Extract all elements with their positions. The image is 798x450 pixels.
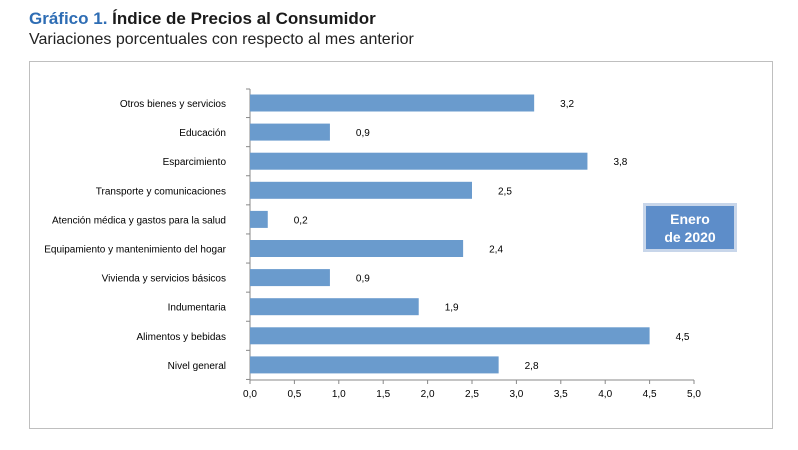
bar xyxy=(250,356,499,374)
value-label: 3,8 xyxy=(613,157,627,168)
x-tick-label: 1,5 xyxy=(376,389,390,400)
category-label: Alimentos y bebidas xyxy=(137,332,227,343)
category-label: Otros bienes y servicios xyxy=(120,99,226,110)
period-badge-line2: de 2020 xyxy=(664,228,716,245)
chart-title-main: Índice de Precios al Consumidor xyxy=(112,9,376,28)
value-label: 4,5 xyxy=(676,332,690,343)
category-label: Nivel general xyxy=(168,361,226,372)
bar xyxy=(250,123,330,141)
value-label: 0,9 xyxy=(356,274,370,285)
category-label: Vivienda y servicios básicos xyxy=(102,274,226,285)
chart-title-prefix: Gráfico 1. xyxy=(29,9,108,28)
value-label: 1,9 xyxy=(445,303,459,314)
value-label: 2,4 xyxy=(489,245,503,256)
category-label: Atención médica y gastos para la salud xyxy=(52,215,226,226)
category-label: Equipamiento y mantenimiento del hogar xyxy=(44,245,226,256)
x-tick-label: 3,0 xyxy=(509,389,523,400)
x-tick-label: 4,0 xyxy=(598,389,612,400)
bar xyxy=(250,240,464,257)
value-label: 2,8 xyxy=(525,361,539,372)
chart-title: Gráfico 1. Índice de Precios al Consumid… xyxy=(29,9,376,29)
chart-subtitle: Variaciones porcentuales con respecto al… xyxy=(29,31,414,48)
x-tick-label: 0,0 xyxy=(243,389,257,400)
bar xyxy=(250,210,268,228)
category-label: Indumentaria xyxy=(168,303,227,314)
bar xyxy=(250,327,650,345)
period-badge-line1: Enero xyxy=(670,210,710,227)
bar xyxy=(250,94,535,112)
value-label: 3,2 xyxy=(560,99,574,110)
category-label: Transporte y comunicaciones xyxy=(96,186,226,197)
bar xyxy=(250,152,588,170)
bar xyxy=(250,181,472,199)
category-label: Educación xyxy=(179,128,226,139)
value-label: 0,2 xyxy=(294,215,308,226)
x-tick-label: 2,0 xyxy=(421,389,435,400)
bar xyxy=(250,298,419,316)
bar xyxy=(250,269,330,287)
x-tick-label: 2,5 xyxy=(465,389,479,400)
category-label: Esparcimiento xyxy=(163,157,227,168)
x-tick-label: 4,5 xyxy=(643,389,657,400)
value-label: 2,5 xyxy=(498,186,512,197)
value-label: 0,9 xyxy=(356,128,370,139)
x-tick-label: 5,0 xyxy=(687,389,701,400)
x-tick-label: 0,5 xyxy=(287,389,301,400)
x-tick-label: 1,0 xyxy=(332,389,346,400)
period-badge: Enero de 2020 xyxy=(643,203,737,252)
x-tick-label: 3,5 xyxy=(554,389,568,400)
